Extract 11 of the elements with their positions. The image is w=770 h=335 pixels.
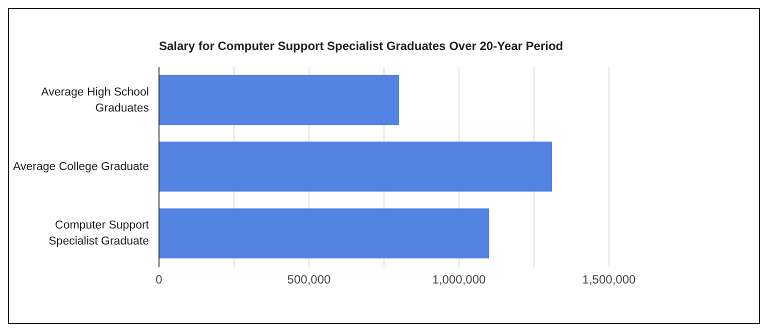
bar <box>159 208 489 258</box>
x-tick-label: 0 <box>156 272 163 287</box>
chart-title: Salary for Computer Support Specialist Graduates Over 20-Year Period <box>159 39 564 53</box>
x-tick-label: 1,500,000 <box>582 272 636 287</box>
bar <box>159 75 399 125</box>
x-tick-label: 500,000 <box>287 272 332 287</box>
x-tick-label: 1,000,000 <box>432 272 486 287</box>
y-tick-label: Average College Graduate <box>13 161 149 173</box>
bar <box>159 142 552 192</box>
y-tick-label: Computer Support Specialist Graduate <box>48 220 150 248</box>
y-tick-label: Average High School Graduates <box>41 86 150 114</box>
